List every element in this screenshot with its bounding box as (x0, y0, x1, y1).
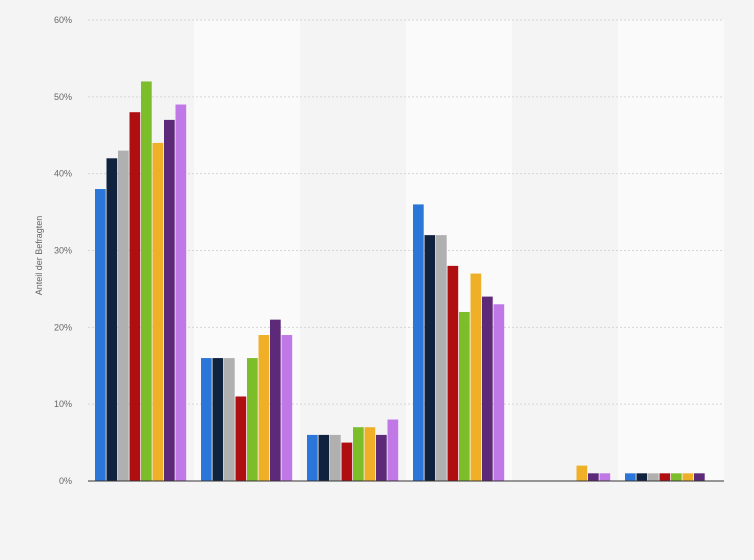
bar (318, 434, 330, 481)
bar (164, 119, 175, 481)
gridlines (88, 19, 724, 405)
bar (95, 189, 106, 482)
bar (470, 273, 482, 481)
bar (376, 434, 387, 481)
bar (682, 473, 694, 481)
y-tick-label: 20% (54, 322, 72, 332)
category-band (618, 20, 724, 481)
bar (588, 473, 599, 481)
y-tick-label: 0% (59, 476, 72, 486)
y-tick-label: 60% (54, 15, 72, 25)
bar (482, 296, 493, 481)
bar (281, 335, 293, 481)
bar (270, 319, 281, 481)
bar (447, 265, 459, 481)
bar (576, 465, 588, 481)
y-tick-label: 50% (54, 92, 72, 102)
bar (129, 112, 141, 481)
y-tick-label: 40% (54, 169, 72, 179)
bar (599, 473, 611, 481)
bar (201, 358, 212, 481)
bar (625, 473, 636, 481)
bar (106, 158, 118, 482)
y-axis-title: Anteil der Befragten (34, 216, 44, 296)
bar (175, 104, 187, 482)
bar (459, 311, 470, 481)
bar (212, 358, 224, 481)
bar (330, 434, 341, 481)
bar (307, 434, 318, 481)
bar (364, 427, 376, 481)
bar (387, 419, 399, 481)
bar (659, 473, 671, 481)
bar (694, 473, 705, 481)
bar (118, 150, 129, 481)
bar (341, 442, 353, 481)
y-tick-label: 30% (54, 246, 72, 256)
bar (648, 473, 659, 481)
bar (413, 204, 424, 481)
bar (247, 358, 258, 481)
bar (224, 358, 235, 481)
bar (141, 81, 152, 481)
bar (353, 427, 364, 481)
bar (258, 335, 270, 481)
bar (235, 396, 247, 481)
bar (493, 304, 505, 481)
bar (636, 473, 648, 481)
bar (436, 235, 447, 481)
bar (152, 142, 164, 481)
bars (95, 81, 705, 482)
bar (671, 473, 682, 481)
bar (424, 235, 436, 481)
y-axis-ticks: 0% 10% 20% 30% 40% 50% 60% (54, 15, 72, 486)
y-tick-label: 10% (54, 399, 72, 409)
